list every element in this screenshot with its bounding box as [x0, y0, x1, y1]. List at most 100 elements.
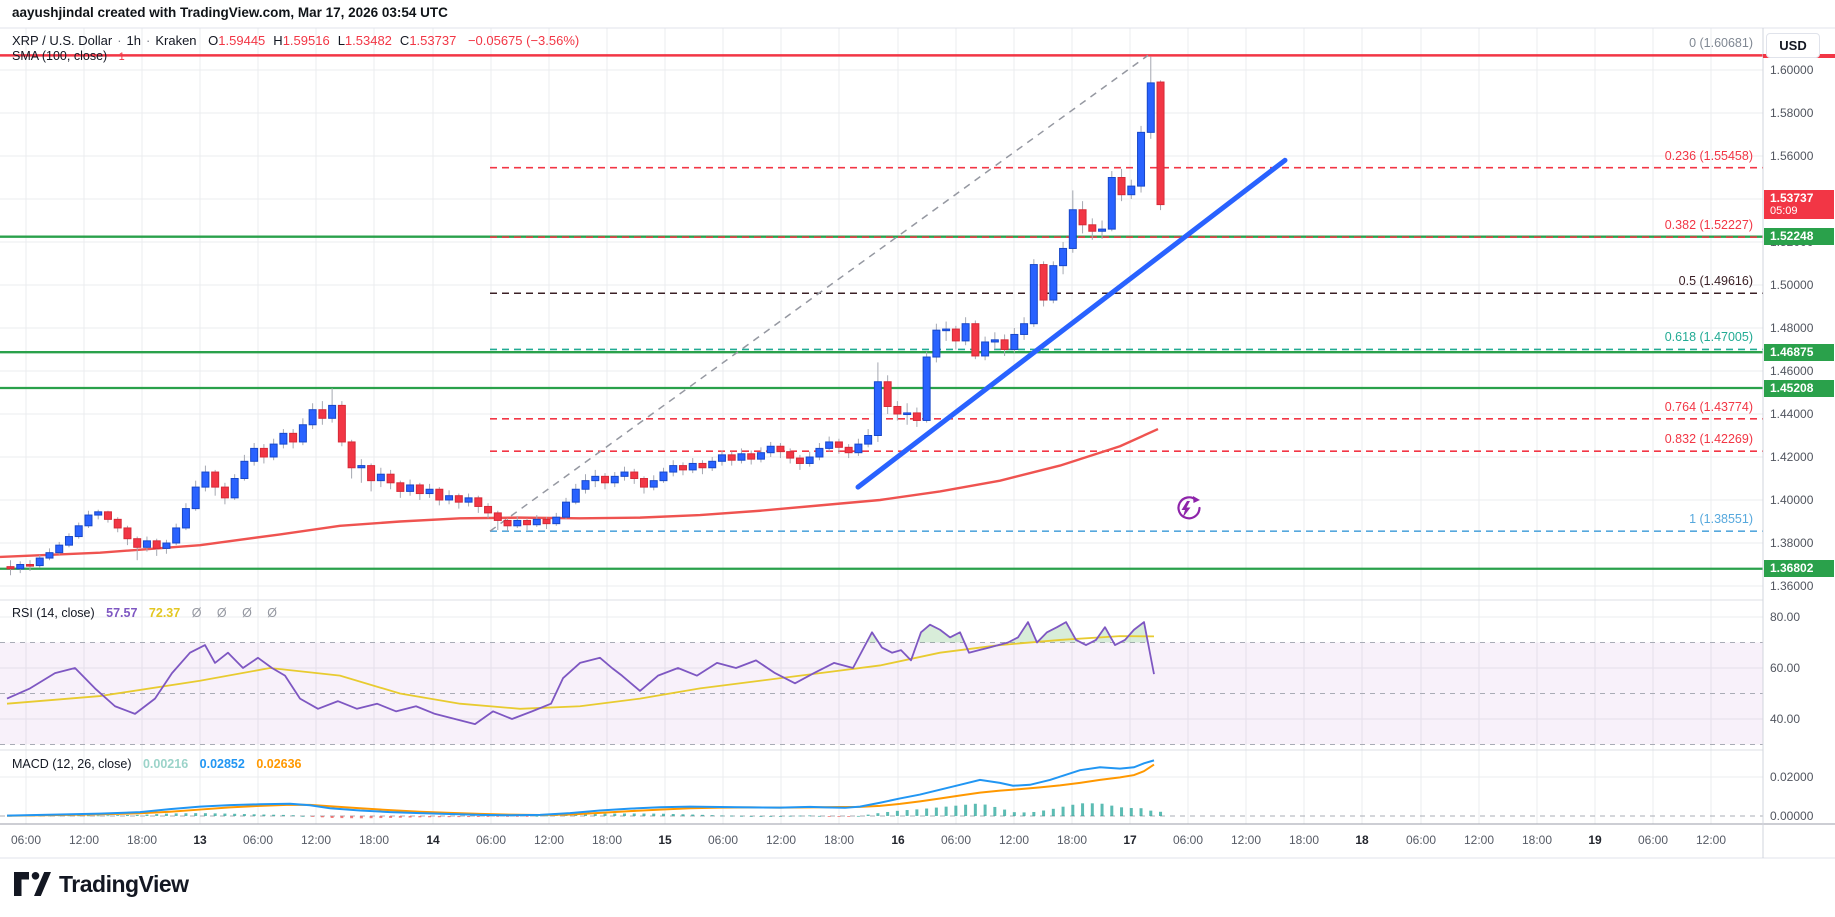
rsi-tick-label: 80.00 [1770, 610, 1801, 624]
symbol-legend[interactable]: XRP / U.S. Dollar · 1h · Kraken O1.59445 H1.5… [12, 33, 579, 48]
candle-up [961, 323, 970, 342]
candle-down [727, 454, 736, 461]
candle-up [562, 501, 571, 518]
candle-up [230, 478, 239, 499]
time-tick-label: 15 [658, 833, 672, 847]
price-tick-label: 1.60000 [1770, 63, 1814, 77]
candle-up [708, 460, 717, 469]
price-tick-label: 1.40000 [1770, 493, 1814, 507]
rsi-tick-label: 60.00 [1770, 661, 1801, 675]
candle-up [1068, 209, 1077, 249]
legend-separator: · [146, 33, 151, 48]
rsi-value: 57.57 [106, 606, 138, 620]
tradingview-logo[interactable]: TradingView [14, 871, 189, 898]
fib-level-label: 1 (1.38551) [1689, 512, 1753, 527]
price-tick-label: 1.38000 [1770, 536, 1814, 550]
candle-down [25, 564, 34, 567]
time-tick-label: 06:00 [940, 833, 972, 847]
candle-down [289, 432, 298, 443]
candle-up [669, 465, 678, 473]
time-tick-label: 06:00 [242, 833, 274, 847]
fib-level-label: 0.764 (1.43774) [1664, 399, 1753, 414]
candle-up [357, 465, 366, 469]
candle-down [1039, 264, 1048, 301]
candle-up [532, 518, 541, 526]
candle-up [932, 329, 941, 358]
candle-down [1117, 177, 1126, 196]
bar-countdown: 05:09 [1770, 204, 1798, 217]
candle-up [376, 473, 385, 482]
candle-down [893, 405, 902, 415]
time-tick-label: 12:00 [1463, 833, 1495, 847]
time-tick-label: 18:00 [591, 833, 623, 847]
candle-up [610, 475, 619, 484]
candle-down [1156, 81, 1165, 206]
candle-up [94, 511, 103, 516]
price-tick-label: 1.46000 [1770, 364, 1814, 378]
candle-down [698, 462, 707, 469]
macd-legend[interactable]: MACD (12, 26, close) 0.00216 0.02852 0.0… [12, 757, 302, 771]
candle-up [766, 445, 775, 454]
grid-lines [0, 28, 1763, 824]
candle-up [406, 484, 415, 492]
candle-up [425, 488, 434, 495]
candle-up [903, 412, 912, 416]
candle-up [142, 540, 151, 548]
candle-up [649, 480, 658, 488]
ohlc-value: 1.59445 [218, 33, 266, 48]
time-tick-label: 12:00 [998, 833, 1030, 847]
price-level-badge: 1.46875 [1764, 343, 1834, 361]
candle-up [74, 525, 83, 538]
time-tick-label: 12:00 [1695, 833, 1727, 847]
time-tick-label: 06:00 [1172, 833, 1204, 847]
candle-up [1049, 265, 1058, 301]
price-tick-label: 1.36000 [1770, 579, 1814, 593]
price-level-badge: 1.45208 [1764, 379, 1834, 397]
candle-up [990, 339, 999, 343]
macd-label: MACD (12, 26, close) [12, 757, 132, 771]
time-tick-label: 06:00 [10, 833, 42, 847]
candle-down [220, 486, 229, 499]
candle-up [1020, 323, 1029, 335]
fib-level-label: 0.832 (1.42269) [1664, 432, 1753, 447]
candle-up [981, 341, 990, 357]
candle-up [1107, 177, 1116, 230]
candle-up [298, 424, 307, 443]
rsi-pane [6, 621, 1155, 725]
rsi-legend[interactable]: RSI (14, close) 57.57 72.37 Ø Ø Ø Ø [12, 606, 283, 620]
time-tick-label: 18:00 [1056, 833, 1088, 847]
candle-down [1000, 339, 1009, 351]
time-tick-label: 12:00 [765, 833, 797, 847]
price-level-badge: 1.52248 [1764, 228, 1834, 246]
candle-down [152, 540, 161, 549]
last-price-value: 1.53737 [1770, 190, 1814, 205]
time-tick-label: 18:00 [358, 833, 390, 847]
candle-down [474, 497, 483, 507]
candle-up [191, 486, 200, 510]
candle-down [123, 527, 132, 540]
candle-down [912, 412, 921, 421]
time-tick-label: 12:00 [300, 833, 332, 847]
sma-line [0, 427, 1159, 559]
time-tick-label: 06:00 [1405, 833, 1437, 847]
time-tick-label: 06:00 [707, 833, 739, 847]
candles-layer [6, 56, 1165, 576]
currency-toggle-button[interactable]: USD [1766, 33, 1820, 58]
time-tick-label: 06:00 [1637, 833, 1669, 847]
candle-down [211, 471, 220, 488]
time-tick-label: 17 [1123, 833, 1137, 847]
candle-up [201, 471, 210, 488]
candle-up [513, 519, 522, 527]
exchange-label: Kraken [155, 33, 197, 48]
ohlc-key: H [273, 33, 283, 48]
candle-down [103, 511, 112, 520]
candle-up [1029, 264, 1038, 325]
fib-trendline-dashed [489, 54, 1149, 532]
candle-down [1078, 209, 1087, 226]
time-tick-label: 14 [426, 833, 440, 847]
sma-legend[interactable]: SMA (100, close) 1 [12, 49, 125, 63]
candle-up [162, 542, 171, 549]
candle-up [864, 435, 873, 445]
candle-up [552, 516, 561, 525]
